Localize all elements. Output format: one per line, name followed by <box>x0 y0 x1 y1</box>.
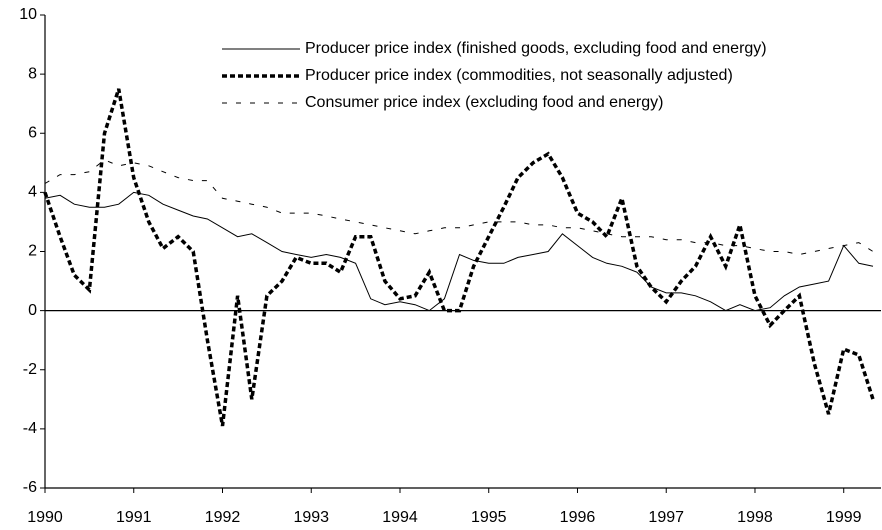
y-tick-label: 2 <box>28 243 37 260</box>
y-tick-label: 10 <box>19 6 37 23</box>
legend-label: Producer price index (commodities, not s… <box>305 67 733 84</box>
y-tick-label: -4 <box>23 420 37 437</box>
y-tick-label: 8 <box>28 65 37 82</box>
x-tick-label: 1999 <box>826 509 862 526</box>
x-tick-label: 1994 <box>382 509 418 526</box>
series-line <box>44 159 874 256</box>
x-tick-label: 1990 <box>27 509 63 526</box>
legend-label: Consumer price index (excluding food and… <box>305 94 663 111</box>
x-tick-label: 1997 <box>648 509 684 526</box>
y-tick-label: -2 <box>23 361 37 378</box>
y-tick-label: 0 <box>28 302 37 319</box>
legend-label: Producer price index (finished goods, ex… <box>305 40 767 57</box>
y-tick-label: 4 <box>28 184 37 201</box>
x-tick-label: 1998 <box>737 509 773 526</box>
series-line <box>43 88 875 427</box>
x-tick-label: 1993 <box>293 509 329 526</box>
x-tick-label: 1995 <box>471 509 507 526</box>
y-tick-label: 6 <box>28 124 37 141</box>
x-tick-label: 1992 <box>205 509 241 526</box>
x-tick-label: 1996 <box>560 509 596 526</box>
series-line <box>44 191 874 312</box>
y-tick-label: -6 <box>23 479 37 496</box>
x-tick-label: 1991 <box>116 509 152 526</box>
